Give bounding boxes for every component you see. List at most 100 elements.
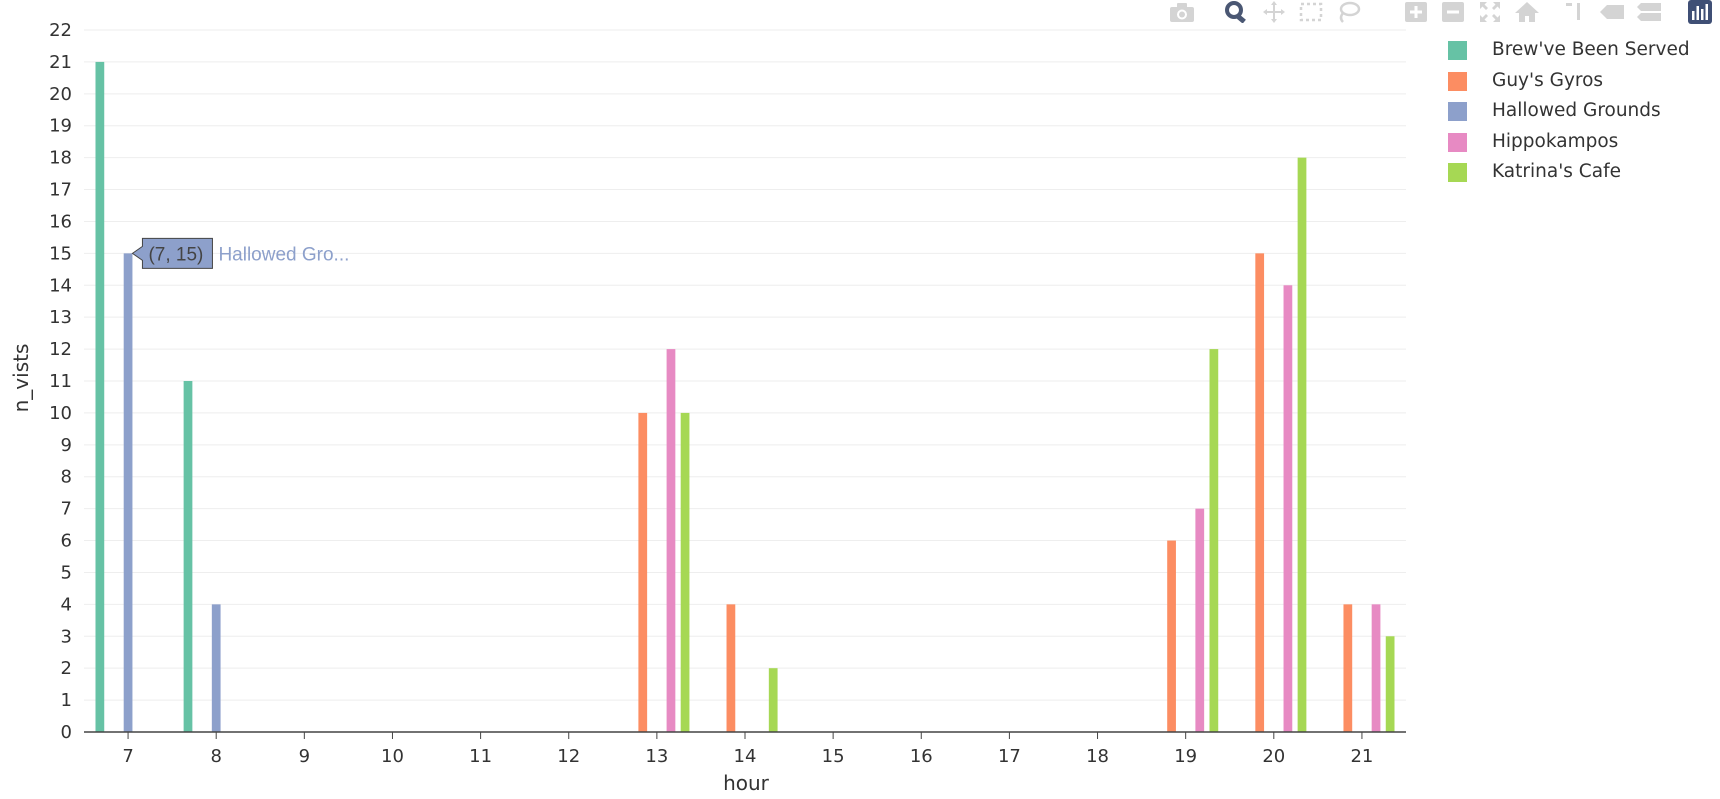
y-tick-label: 19 xyxy=(49,116,72,137)
bar xyxy=(1385,636,1395,732)
camera-button[interactable] xyxy=(1167,0,1197,24)
plotly-logo-button[interactable] xyxy=(1685,0,1715,24)
hover-closest-icon xyxy=(1600,5,1624,19)
legend: Brew've Been Served Guy's Gyros Hallowed… xyxy=(1440,37,1710,190)
y-tick-label: 7 xyxy=(61,499,72,520)
y-tick-label: 8 xyxy=(61,467,72,488)
y-tick-label: 12 xyxy=(49,339,72,360)
camera-icon xyxy=(1170,3,1194,22)
y-tick-label: 5 xyxy=(61,562,72,583)
bar xyxy=(211,604,221,732)
legend-swatch xyxy=(1448,71,1467,91)
bar xyxy=(1297,157,1307,733)
y-tick-label: 16 xyxy=(49,211,72,232)
y-tick-label: 13 xyxy=(49,307,72,328)
spike-lines-icon xyxy=(1566,3,1580,20)
bar xyxy=(123,253,133,732)
x-tick-label: 15 xyxy=(822,746,845,767)
legend-item-brewve-been-served[interactable]: Brew've Been Served xyxy=(1440,37,1710,68)
bar xyxy=(1195,508,1205,732)
axes xyxy=(84,731,1406,739)
bar xyxy=(1209,349,1219,732)
x-tick-label: 7 xyxy=(122,746,133,767)
x-tick-label: 10 xyxy=(381,746,404,767)
y-tick-label: 6 xyxy=(61,531,72,552)
bar xyxy=(680,412,690,732)
y-tick-label: 17 xyxy=(49,180,72,201)
zoom-out-icon xyxy=(1442,2,1464,22)
y-tick-label: 20 xyxy=(49,84,72,105)
legend-swatch xyxy=(1448,163,1467,182)
hover-compare-button[interactable] xyxy=(1634,0,1664,24)
legend-swatch xyxy=(1448,132,1467,152)
x-tick-labels: 7 8 9 10 11 12 13 14 15 16 17 18 19 20 21 xyxy=(122,746,1373,767)
legend-item-hallowed-grounds[interactable]: Hallowed Grounds xyxy=(1440,98,1710,129)
y-tick-label: 2 xyxy=(61,658,72,679)
zoom-out-button[interactable] xyxy=(1438,0,1468,24)
legend-item-katrinas-cafe[interactable]: Katrina's Cafe xyxy=(1440,159,1710,190)
zoom-icon xyxy=(1225,1,1246,23)
bar xyxy=(1167,540,1176,732)
y-tick-label: 21 xyxy=(49,52,72,73)
x-tick-label: 13 xyxy=(645,746,668,767)
bar xyxy=(1371,604,1381,732)
x-tick-label: 21 xyxy=(1350,746,1373,767)
reset-axes-icon xyxy=(1515,2,1539,22)
legend-label: Guy's Gyros xyxy=(1492,69,1604,91)
legend-swatch xyxy=(1448,41,1467,60)
modebar xyxy=(1165,0,1720,26)
x-tick-label: 12 xyxy=(557,746,580,767)
y-tick-label: 4 xyxy=(61,594,72,615)
legend-label: Hallowed Grounds xyxy=(1492,100,1661,121)
x-tick-label: 9 xyxy=(299,746,310,767)
x-axis-title: hour xyxy=(723,771,770,795)
hover-compare-icon xyxy=(1637,3,1661,21)
x-tick-label: 11 xyxy=(469,746,492,767)
bars xyxy=(95,61,1395,733)
x-tick-label: 14 xyxy=(734,746,757,767)
bar xyxy=(666,349,676,732)
zoom-in-button[interactable] xyxy=(1401,0,1431,24)
hover-value-label: (7, 15) xyxy=(148,244,203,265)
x-tick-label: 8 xyxy=(210,746,221,767)
x-tick-label: 16 xyxy=(910,746,933,767)
y-tick-label: 3 xyxy=(61,626,72,647)
zoom-button[interactable] xyxy=(1222,0,1252,24)
y-tick-label: 10 xyxy=(49,403,72,424)
autoscale-button[interactable] xyxy=(1475,0,1505,24)
bar xyxy=(1255,253,1265,732)
legend-label: Hippokampos xyxy=(1492,130,1619,152)
pan-icon xyxy=(1263,1,1285,23)
lasso-button[interactable] xyxy=(1333,0,1363,24)
box-select-button[interactable] xyxy=(1296,0,1326,24)
pan-button[interactable] xyxy=(1259,0,1289,24)
hover-series-label: Hallowed Gro... xyxy=(218,244,349,265)
y-tick-label: 0 xyxy=(61,722,72,743)
bar xyxy=(183,381,193,732)
hover-closest-button[interactable] xyxy=(1597,0,1627,24)
y-tick-label: 18 xyxy=(49,148,72,169)
y-tick-label: 1 xyxy=(61,690,72,711)
y-tick-label: 9 xyxy=(61,435,72,456)
x-tick-label: 20 xyxy=(1262,746,1285,767)
y-tick-label: 14 xyxy=(49,275,72,296)
x-tick-label: 19 xyxy=(1174,746,1197,767)
autoscale-icon xyxy=(1480,2,1500,22)
bar xyxy=(95,61,105,732)
y-tick-label: 22 xyxy=(49,20,72,41)
legend-item-hippokampos[interactable]: Hippokampos xyxy=(1440,129,1710,160)
box-select-icon xyxy=(1299,2,1323,22)
spike-lines-button[interactable] xyxy=(1560,0,1590,24)
x-tick-label: 17 xyxy=(998,746,1021,767)
bar xyxy=(638,412,648,732)
bar xyxy=(1343,604,1353,732)
legend-label: Brew've Been Served xyxy=(1492,39,1690,60)
legend-swatch xyxy=(1448,102,1467,121)
reset-axes-button[interactable] xyxy=(1512,0,1542,24)
y-axis-title: n_vists xyxy=(9,344,33,413)
legend-item-guys-gyros[interactable]: Guy's Gyros xyxy=(1440,68,1710,99)
y-tick-label: 11 xyxy=(49,371,72,392)
plotly-logo-icon xyxy=(1688,0,1712,24)
lasso-icon xyxy=(1339,1,1361,23)
